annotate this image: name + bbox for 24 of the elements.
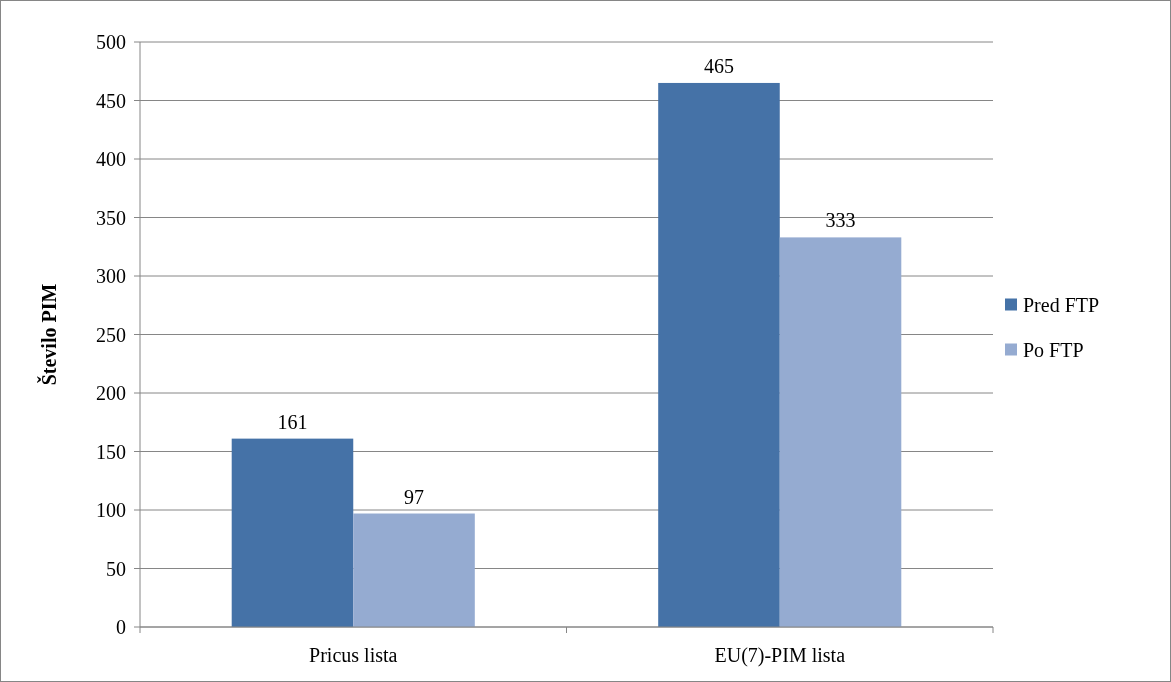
- data-label: 161: [277, 410, 308, 433]
- y-tick-label: 200: [96, 382, 126, 404]
- y-tick-label: 250: [96, 323, 126, 346]
- x-tick-label: EU(7)-PIM lista: [714, 644, 846, 667]
- y-tick-label: 400: [96, 148, 126, 170]
- bar: [353, 513, 475, 627]
- legend-label: Po FTP: [1023, 338, 1084, 361]
- bar: [658, 82, 780, 627]
- y-axis-title: Število PIM: [37, 283, 60, 386]
- data-label: 97: [404, 485, 425, 508]
- y-tick-label: 150: [96, 440, 126, 463]
- y-tick-label: 300: [96, 265, 126, 287]
- y-tick-label: 50: [106, 557, 126, 580]
- legend-label: Pred FTP: [1023, 293, 1100, 316]
- y-tick-label: 350: [96, 206, 126, 229]
- y-tick-label: 0: [116, 616, 126, 638]
- x-tick-label: Pricus lista: [309, 644, 398, 666]
- data-label: 333: [825, 209, 856, 232]
- y-tick-label: 450: [96, 89, 126, 112]
- y-tick-label: 100: [96, 499, 126, 521]
- data-label: 465: [703, 54, 734, 77]
- bar: [231, 438, 354, 627]
- y-tick-label: 500: [96, 31, 126, 53]
- bar: [779, 237, 902, 627]
